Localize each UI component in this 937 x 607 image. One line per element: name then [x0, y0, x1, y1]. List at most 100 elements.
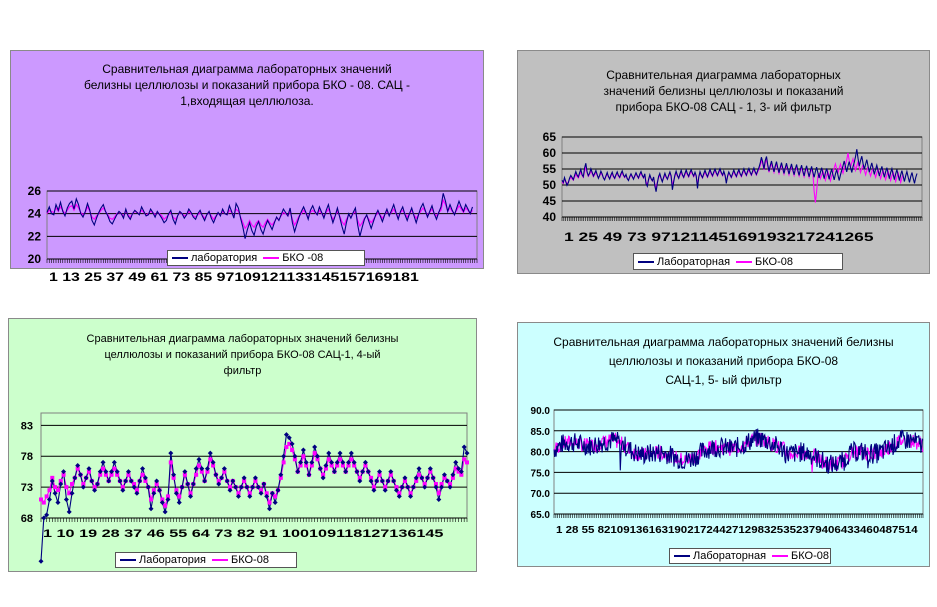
- chart-legend: Лабораторная БКО-08: [633, 253, 843, 270]
- lab-marker: [320, 475, 326, 481]
- lab-marker: [168, 450, 174, 456]
- lab-marker: [343, 469, 349, 475]
- bko-marker: [312, 451, 317, 456]
- lab-marker: [436, 496, 442, 502]
- lab-marker: [264, 493, 270, 499]
- lab-marker: [351, 459, 357, 465]
- lab-marker: [202, 478, 208, 484]
- bko-marker: [448, 482, 453, 487]
- lab-marker: [219, 475, 225, 481]
- bko-marker: [304, 463, 309, 468]
- bko-marker: [58, 478, 63, 483]
- bko-marker: [281, 460, 286, 465]
- lab-marker: [92, 487, 98, 493]
- bko-marker: [340, 463, 345, 468]
- bko-marker: [70, 482, 75, 487]
- chart-legend: Лаборатория БКО-08: [115, 552, 297, 568]
- lab-marker: [419, 475, 425, 481]
- chart-title: Сравнительная диаграмма лабораторных зна…: [603, 68, 844, 114]
- lab-marker: [300, 447, 306, 453]
- bko-marker: [44, 494, 49, 499]
- chart-panel-3: Сравнительная диаграмма лабораторных зна…: [8, 318, 477, 572]
- bko-marker: [86, 469, 91, 474]
- lab-marker: [303, 459, 309, 465]
- bko-marker: [465, 460, 469, 465]
- bko-marker: [428, 469, 433, 474]
- bko-marker: [165, 494, 170, 499]
- bko-marker: [143, 478, 148, 483]
- chart-plot: 83 78 73 68 1 10 19 28 37 46 55 64 73 82 91 …: [21, 412, 470, 564]
- y-tick-label: 20: [28, 252, 42, 266]
- lab-marker: [354, 469, 360, 475]
- chart-plot: 90.0 85.0 80.0 75.0 70.0 65.0 1 28 55 82109136…: [531, 406, 924, 536]
- legend-item-lab: Лаборатория: [120, 554, 206, 566]
- plot-area: [40, 412, 468, 519]
- lab-marker: [433, 484, 439, 490]
- lab-marker: [44, 512, 50, 518]
- lab-marker: [450, 472, 456, 478]
- lab-marker: [244, 484, 250, 490]
- y-tick-label: 22: [28, 229, 42, 243]
- bko-marker: [417, 472, 422, 477]
- bko-marker: [402, 478, 407, 483]
- lab-marker: [72, 475, 78, 481]
- lab-marker: [464, 450, 470, 456]
- lab-marker: [55, 500, 61, 506]
- bko-marker: [47, 488, 52, 493]
- y-tick-label: 55: [543, 162, 557, 176]
- y-tick-label: 26: [28, 184, 42, 198]
- y-tick-label: 68: [21, 513, 33, 525]
- bko-marker: [50, 475, 55, 480]
- bko-marker: [228, 485, 233, 490]
- lab-marker: [148, 506, 154, 512]
- bko-marker: [453, 466, 458, 471]
- bko-marker: [64, 485, 69, 490]
- lab-marker: [190, 481, 196, 487]
- series-line-bko08: [561, 152, 904, 203]
- lab-marker: [278, 472, 284, 478]
- bko-marker: [287, 441, 292, 446]
- bko-marker: [369, 475, 374, 480]
- y-tick-label: 45: [543, 194, 557, 208]
- chart-panel-2: Сравнительная диаграмма лабораторных зна…: [517, 50, 930, 274]
- lab-marker: [453, 459, 459, 465]
- bko-marker: [315, 457, 320, 462]
- bko-marker: [309, 463, 314, 468]
- lab-marker: [348, 450, 354, 456]
- legend-item-bko: БКО-08: [736, 256, 793, 268]
- series-line-laboratory: [46, 193, 474, 239]
- lab-marker: [281, 453, 287, 459]
- bko-marker: [408, 491, 413, 496]
- lab-marker: [408, 493, 414, 499]
- lab-marker: [405, 484, 411, 490]
- legend-label: БКО-08: [791, 550, 830, 562]
- lab-marker: [309, 459, 315, 465]
- bko-marker: [414, 478, 419, 483]
- bko-marker: [103, 472, 108, 477]
- lab-marker: [41, 515, 47, 521]
- bko-marker: [422, 482, 427, 487]
- lab-marker: [230, 478, 236, 484]
- y-tick-label: 75.0: [531, 468, 551, 479]
- bko-marker: [174, 488, 179, 493]
- lab-marker: [159, 500, 165, 506]
- lab-marker: [94, 481, 100, 487]
- bko-marker: [284, 444, 289, 449]
- lab-marker: [306, 472, 312, 478]
- lab-marker: [117, 478, 123, 484]
- lab-marker: [250, 484, 256, 490]
- legend-label: Лаборатория: [139, 554, 206, 566]
- bko-marker: [329, 463, 334, 468]
- lab-marker: [388, 469, 394, 475]
- bko-marker: [168, 460, 173, 465]
- lab-marker: [261, 481, 267, 487]
- bko-marker: [292, 457, 297, 462]
- lab-marker: [337, 450, 343, 456]
- lab-marker: [258, 490, 264, 496]
- bko-marker: [459, 472, 464, 477]
- chart-legend: лаборатория БКО -08: [167, 250, 365, 266]
- bko-marker: [335, 463, 340, 468]
- bko-marker: [321, 472, 326, 477]
- chart-title: Сравнительная диаграмма лабораторных зна…: [553, 335, 894, 387]
- bko-marker: [436, 491, 441, 496]
